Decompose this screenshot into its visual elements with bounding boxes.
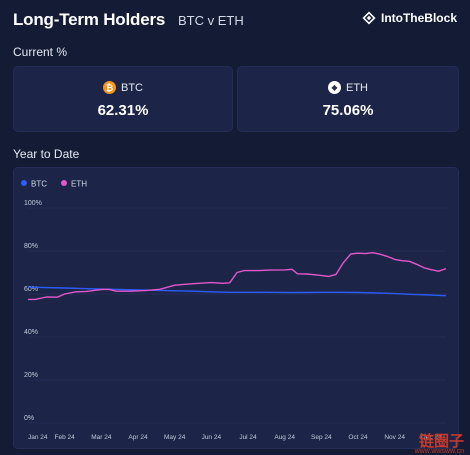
x-tick-label: Mar 24 [91,434,112,441]
x-tick-label: Apr 24 [128,434,148,441]
y-tick-label: 80% [24,243,38,250]
current-section-label: Current % [13,45,68,59]
y-tick-label: 20% [24,372,38,379]
x-tick-label: Nov 24 [384,434,405,441]
bitcoin-icon: ₿ [103,81,116,94]
x-tick-label: Aug 24 [274,434,295,441]
x-tick-label: Jun 24 [202,434,222,441]
ethereum-icon: ◆ [328,81,341,94]
btc-card-name: BTC [121,81,143,94]
legend-label-eth: ETH [71,180,87,189]
series-line-eth [28,252,447,301]
ytd-line-chart: BTC ETH 0% 20% 40% 60% 80% 100% Jan 24 Feb 24 Mar … [21,180,447,441]
eth-card: ◆ ETH 75.06% [237,66,459,132]
page-title: Long-Term Holders [13,10,166,29]
series-line-btc [27,286,447,297]
eth-card-name: ETH [346,81,368,94]
x-tick-label: Feb 24 [55,434,76,441]
watermark-url: www.wwsww.cn [414,448,464,455]
eth-current-value: 75.06% [322,102,374,119]
ytd-chart-panel: BTC ETH 0% 20% 40% 60% 80% 100% Jan 24 Feb 24 Mar … [13,167,459,449]
page-subtitle: BTC v ETH [178,13,244,28]
header: Long-Term Holders BTC v ETH IntoTheBlock [13,8,457,32]
y-tick-label: 0% [24,415,34,422]
btc-card: ₿ BTC 62.31% [13,66,233,132]
y-tick-label: 40% [24,329,38,336]
ytd-section-label: Year to Date [13,147,80,161]
x-tick-label: Sep 24 [311,434,332,441]
x-tick-label: Dec 24 [421,434,442,441]
legend-marker-btc [21,180,27,186]
brand-name: IntoTheBlock [380,11,457,25]
x-tick-label: Oct 24 [348,434,368,441]
btc-current-value: 62.31% [97,102,149,119]
intotheblock-logo-icon [362,11,376,25]
y-tick-label: 60% [24,286,38,293]
x-tick-label: May 24 [164,434,186,441]
x-tick-label: Jul 24 [239,434,257,441]
brand[interactable]: IntoTheBlock [361,10,457,26]
watermark: 链圈子 [418,433,464,450]
y-tick-label: 100% [24,200,42,207]
x-tick-label: Jan 24 [28,434,48,441]
legend-label-btc: BTC [31,180,47,189]
legend-marker-eth [61,180,67,186]
